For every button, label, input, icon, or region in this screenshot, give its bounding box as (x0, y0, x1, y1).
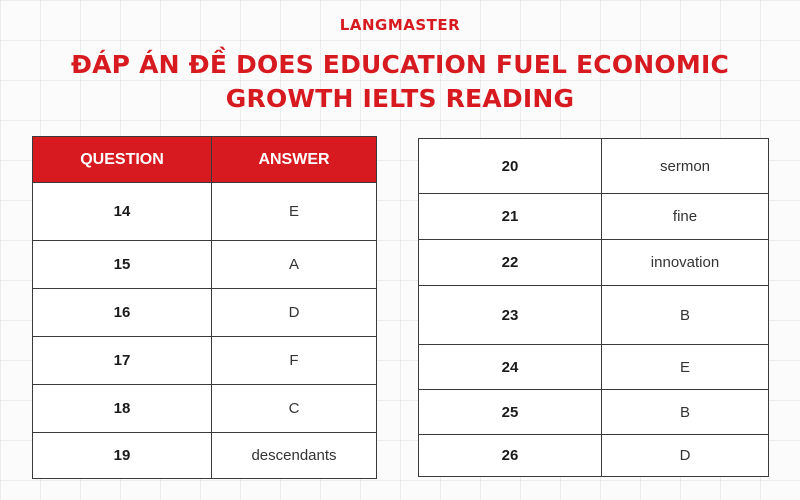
table-row: 25 B (418, 389, 769, 435)
title-line-1: ĐÁP ÁN ĐỀ DOES EDUCATION FUEL ECONOMIC (70, 50, 729, 79)
table-row: 21 fine (418, 193, 769, 240)
answer-value: innovation (601, 239, 769, 286)
table-row: 18 C (32, 384, 377, 433)
answer-value: E (601, 344, 769, 390)
question-number: 20 (418, 138, 602, 194)
answer-table-right: 20 sermon 21 fine 22 innovation 23 B 24 … (418, 138, 769, 477)
question-number: 19 (32, 432, 212, 479)
table-row: 24 E (418, 344, 769, 390)
table-row: 14 E (32, 182, 377, 241)
question-number: 26 (418, 434, 602, 477)
page-title: ĐÁP ÁN ĐỀ DOES EDUCATION FUEL ECONOMIC G… (0, 48, 800, 116)
answer-value: D (601, 434, 769, 477)
question-number: 23 (418, 285, 602, 345)
table-row: 16 D (32, 288, 377, 337)
answer-value: E (211, 182, 377, 241)
table-header-row: QUESTION ANSWER (32, 136, 377, 183)
question-number: 25 (418, 389, 602, 435)
table-row: 19 descendants (32, 432, 377, 479)
table-row: 22 innovation (418, 239, 769, 286)
answer-value: B (601, 389, 769, 435)
answer-value: B (601, 285, 769, 345)
answer-column-header: ANSWER (211, 136, 377, 183)
question-number: 15 (32, 240, 212, 289)
question-number: 14 (32, 182, 212, 241)
table-row: 17 F (32, 336, 377, 385)
table-row: 15 A (32, 240, 377, 289)
answer-value: descendants (211, 432, 377, 479)
answer-value: C (211, 384, 377, 433)
answer-value: D (211, 288, 377, 337)
brand-logo: LANGMASTER (339, 16, 461, 34)
answer-table-left: QUESTION ANSWER 14 E 15 A 16 D 17 F 18 C… (32, 136, 377, 479)
question-number: 16 (32, 288, 212, 337)
answer-value: sermon (601, 138, 769, 194)
question-number: 17 (32, 336, 212, 385)
table-row: 23 B (418, 285, 769, 345)
title-line-2: GROWTH IELTS READING (225, 84, 575, 113)
answer-value: A (211, 240, 377, 289)
table-row: 20 sermon (418, 138, 769, 194)
question-number: 24 (418, 344, 602, 390)
question-number: 21 (418, 193, 602, 240)
answer-value: fine (601, 193, 769, 240)
question-number: 18 (32, 384, 212, 433)
question-column-header: QUESTION (32, 136, 212, 183)
answer-value: F (211, 336, 377, 385)
question-number: 22 (418, 239, 602, 286)
table-row: 26 D (418, 434, 769, 477)
